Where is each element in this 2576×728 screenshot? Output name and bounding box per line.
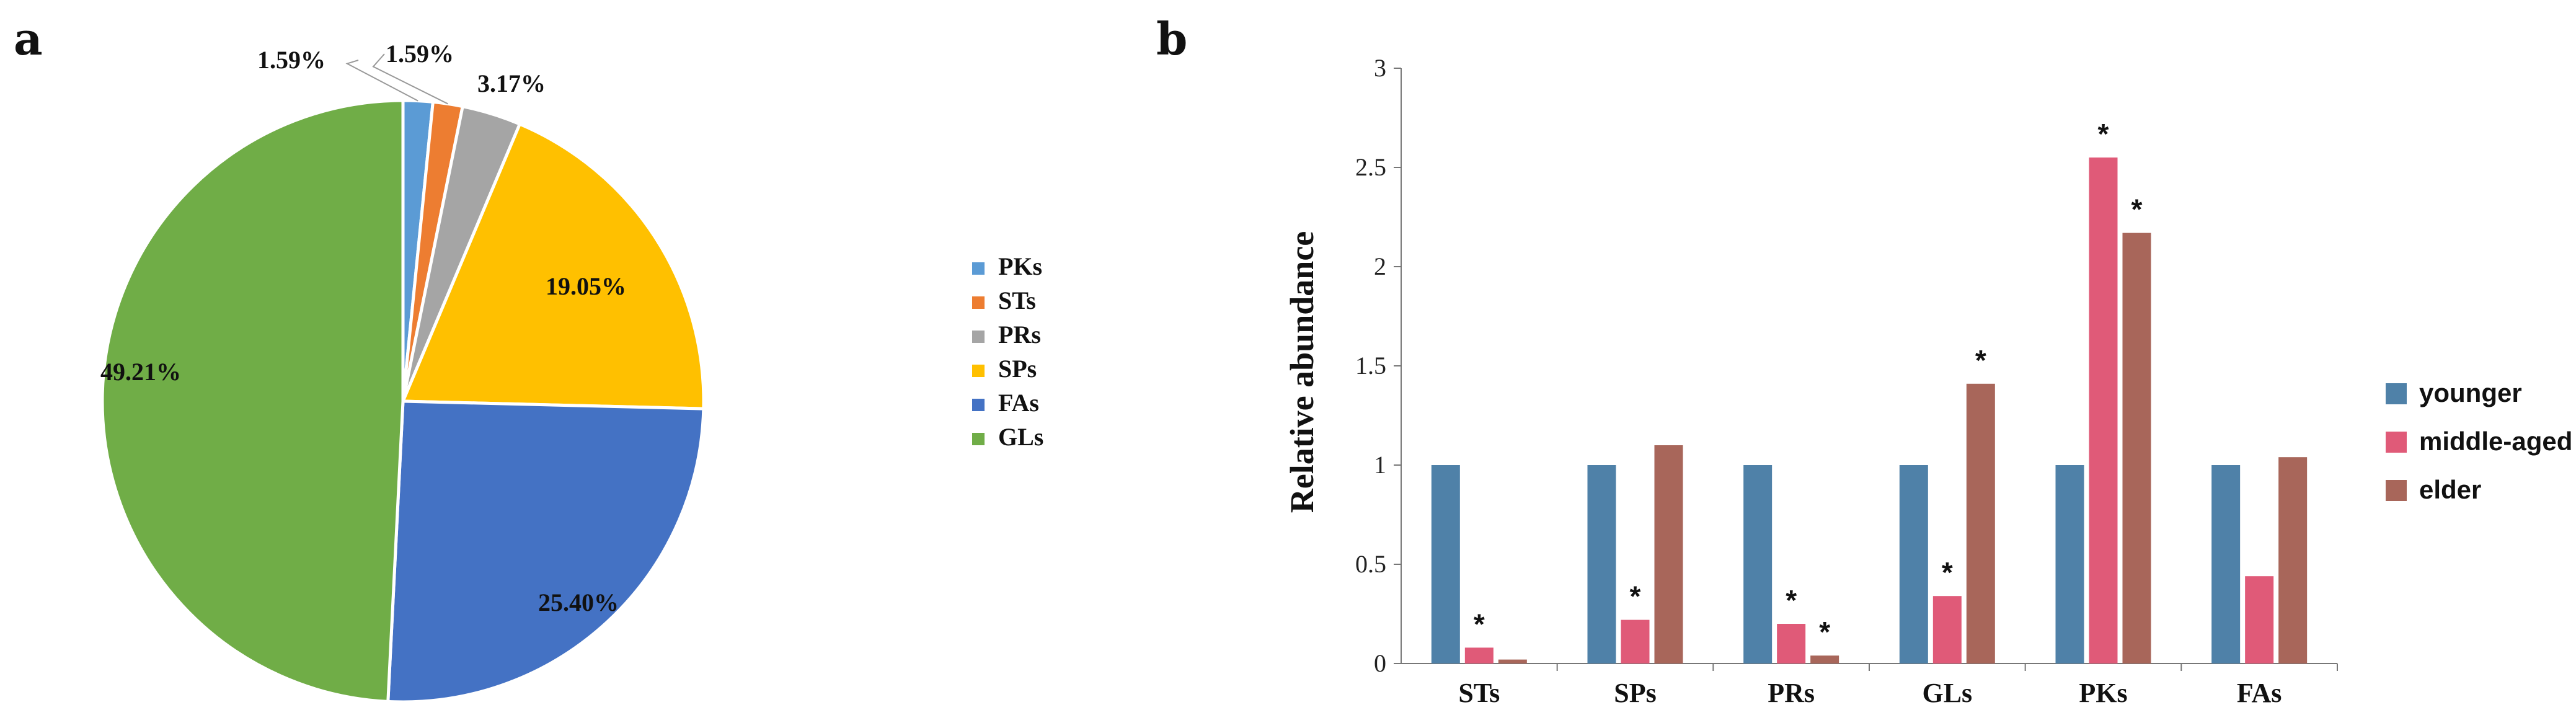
bar-fas-middle-aged [2245, 576, 2274, 664]
pie-label-prs: 3.17% [477, 69, 546, 97]
bar-legend-swatch-elder [2386, 480, 2407, 501]
pie-slice-sps [401, 122, 706, 411]
pie-legend-label-pks: PKs [998, 252, 1042, 280]
bar-sps-middle-aged [1621, 619, 1650, 664]
significance-star-pks-middle-aged: * [2098, 118, 2109, 150]
bar-legend-label-middle-aged: middle-aged [2419, 427, 2572, 456]
pie-slice-gls [100, 99, 405, 704]
x-tick-label-sps: SPs [1614, 678, 1656, 708]
y-tick-label: 1 [1374, 451, 1386, 479]
pie-label-sps: 19.05% [546, 272, 626, 300]
pie-label-pks: 1.59% [257, 46, 325, 74]
significance-star-sts-middle-aged: * [1474, 608, 1485, 640]
pie-label-fas: 25.40% [538, 588, 619, 616]
pie-legend-label-fas: FAs [998, 389, 1039, 417]
pie-labels: 1.59% 1.59% 3.17% 19.05% 25.40% 49.21% [100, 40, 626, 616]
bar-legend-label-elder: elder [2419, 475, 2481, 504]
pie-leader-sts [372, 53, 448, 105]
significance-star-pks-elder: * [2131, 193, 2143, 226]
panel-b-letter: b [1156, 12, 1187, 65]
pie-legend-label-gls: GLs [998, 423, 1043, 451]
significance-star-gls-middle-aged: * [1942, 556, 1953, 588]
bar-pks-middle-aged [2089, 158, 2118, 664]
bar-pks-elder [2122, 233, 2151, 664]
bar-fas-younger [2211, 465, 2241, 664]
pie-legend-swatch-sts [972, 296, 985, 309]
bar-sts-younger [1431, 465, 1460, 664]
bar-prs-middle-aged [1777, 624, 1806, 664]
pie-legend-label-sps: SPs [998, 355, 1037, 383]
significance-star-sps-middle-aged: * [1630, 580, 1641, 613]
pie-legend-swatch-prs [972, 331, 985, 343]
bar-pks-younger [2055, 465, 2084, 664]
pie-legend-swatch-pks [972, 262, 985, 275]
bar-sts-middle-aged [1464, 647, 1494, 664]
pie-legend-label-sts: STs [998, 286, 1036, 314]
y-axis-label: Relative abundance [1283, 231, 1321, 513]
bar-legend-label-younger: younger [2419, 378, 2522, 407]
bar-prs-younger [1743, 465, 1773, 664]
pie-label-sts: 1.59% [386, 40, 454, 68]
bar-gls-younger [1899, 465, 1928, 664]
x-tick-label-prs: PRs [1768, 678, 1815, 708]
bar-gls-middle-aged [1932, 596, 1962, 664]
x-tick-label-sts: STs [1458, 678, 1500, 708]
bar-fas-elder [2278, 457, 2308, 664]
y-tick-label: 2.5 [1355, 153, 1386, 181]
bar-sps-elder [1654, 445, 1683, 664]
bar-legend-swatch-middle-aged [2386, 432, 2407, 453]
bar-sts-elder [1498, 659, 1527, 664]
bar-axes: 0 0.5 1 1.5 2 2.5 3 STs SPs PRs GLs PKs FAs [1355, 54, 2338, 708]
bar-prs-elder [1810, 655, 1839, 664]
y-tick-label: 1.5 [1355, 352, 1386, 380]
pie-chart [100, 99, 706, 704]
pie-label-gls: 49.21% [100, 358, 181, 386]
x-tick-label-pks: PKs [2079, 678, 2127, 708]
x-tick-label-fas: FAs [2237, 678, 2282, 708]
pie-slice-fas [386, 399, 706, 704]
pie-legend: PKs STs PRs SPs FAs GLs [972, 252, 1043, 451]
bar-sps-younger [1587, 465, 1616, 664]
bar-series [1431, 158, 2308, 664]
significance-star-prs-elder: * [1819, 616, 1830, 648]
significance-star-gls-elder: * [1975, 344, 1986, 376]
pie-legend-swatch-gls [972, 433, 985, 445]
y-tick-label: 2 [1374, 252, 1386, 280]
bar-legend: younger middle-aged elder [2386, 378, 2572, 504]
significance-star-prs-middle-aged: * [1786, 584, 1797, 616]
pie-leader-pks [345, 60, 418, 102]
x-tick-label-gls: GLs [1922, 678, 1972, 708]
significance-marks: * * * * * * * * [1474, 118, 2143, 648]
pie-legend-label-prs: PRs [998, 321, 1041, 348]
pie-legend-swatch-sps [972, 365, 985, 377]
y-tick-label: 0.5 [1355, 550, 1386, 578]
y-tick-label: 3 [1374, 54, 1386, 82]
pie-legend-swatch-fas [972, 399, 985, 411]
bar-gls-elder [1966, 383, 1995, 664]
bar-legend-swatch-younger [2386, 383, 2407, 404]
y-tick-label: 0 [1374, 649, 1386, 677]
panel-a-letter: a [14, 12, 43, 65]
